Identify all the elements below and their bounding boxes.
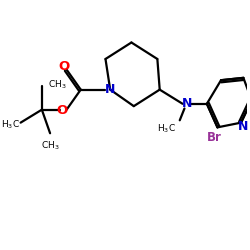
- Text: H$_3$C: H$_3$C: [0, 119, 20, 131]
- Text: N: N: [104, 83, 115, 96]
- Text: Br: Br: [206, 132, 221, 144]
- Text: CH$_3$: CH$_3$: [48, 79, 67, 91]
- Text: O: O: [56, 104, 68, 117]
- Text: N: N: [182, 97, 192, 110]
- Text: N: N: [238, 120, 248, 133]
- Text: CH$_3$: CH$_3$: [41, 139, 60, 152]
- Text: O: O: [58, 60, 70, 72]
- Text: H$_3$C: H$_3$C: [157, 122, 176, 135]
